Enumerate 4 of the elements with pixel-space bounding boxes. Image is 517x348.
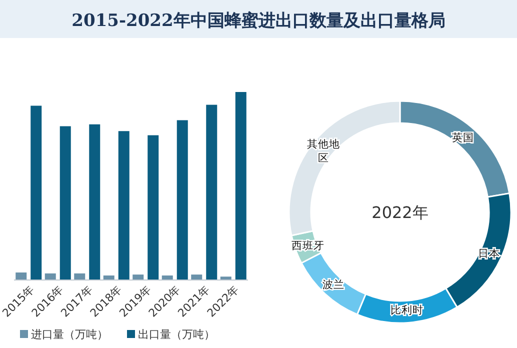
- title: 2015-2022年中国蜂蜜进出口数量及出口量格局: [72, 11, 446, 31]
- center: 2022年: [372, 203, 428, 222]
- legend: 出口量（万吨）: [138, 328, 215, 341]
- legend: 进口量（万吨）: [31, 328, 108, 341]
